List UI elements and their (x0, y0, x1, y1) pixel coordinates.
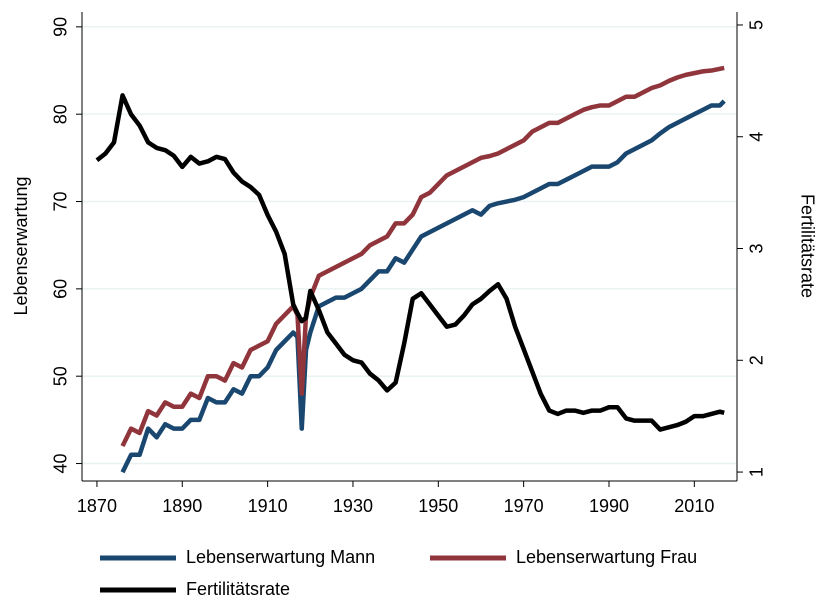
x-tick-label: 1870 (77, 496, 117, 516)
y-tick-label: 60 (51, 279, 71, 299)
y-tick-label: 70 (51, 192, 71, 212)
series-line (120, 65, 725, 448)
y-tick-label: 80 (51, 104, 71, 124)
y-tick-label: 50 (51, 366, 71, 386)
series-line (120, 99, 726, 474)
x-tick-label: 1950 (418, 496, 458, 516)
x-tick-label: 1970 (504, 496, 544, 516)
legend-label: Lebenserwartung Mann (186, 547, 375, 567)
y2-tick-label: 3 (747, 244, 767, 254)
y2-tick-label: 4 (747, 132, 767, 142)
y-tick-label: 40 (51, 454, 71, 474)
y2-tick-label: 5 (747, 20, 767, 30)
x-tick-label: 1910 (248, 496, 288, 516)
x-tick-label: 2010 (674, 496, 714, 516)
x-tick-label: 1930 (333, 496, 373, 516)
y2-tick-label: 1 (747, 467, 767, 477)
legend-label: Lebenserwartung Frau (516, 547, 697, 567)
legend-label: Fertilitätsrate (186, 579, 290, 599)
y2-tick-label: 2 (747, 355, 767, 365)
series-line (95, 93, 725, 432)
y-axis-title: Lebenserwartung (11, 176, 31, 315)
x-tick-label: 1990 (589, 496, 629, 516)
x-tick-label: 1890 (162, 496, 202, 516)
y2-axis-title: Fertilitätsrate (797, 194, 817, 298)
y-tick-label: 90 (51, 17, 71, 37)
